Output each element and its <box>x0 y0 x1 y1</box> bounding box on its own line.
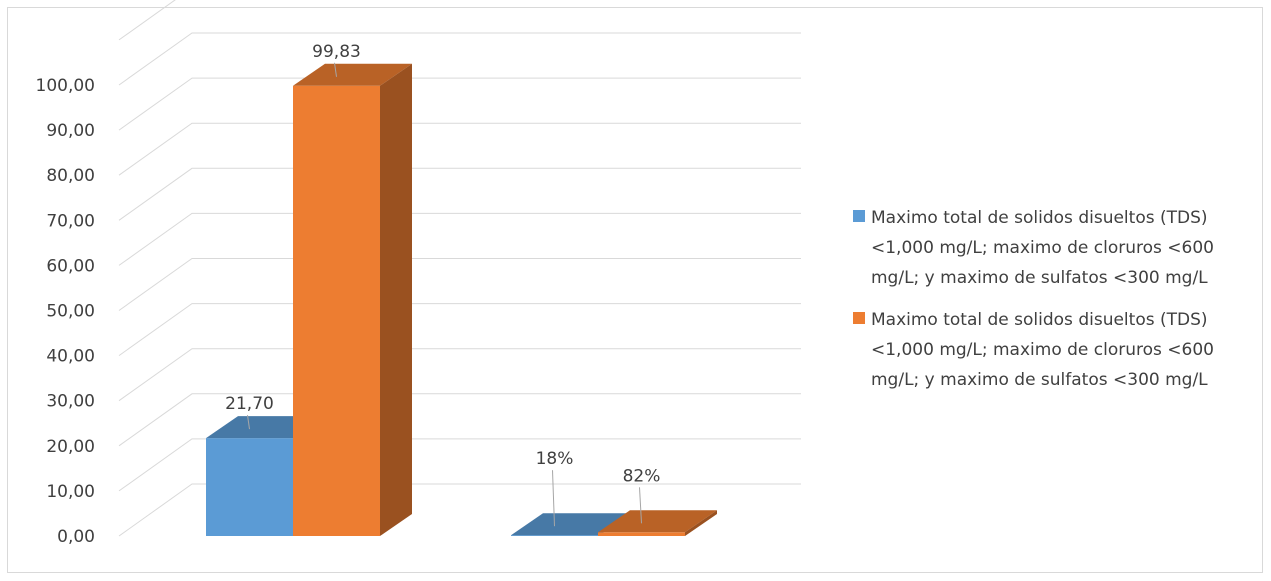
gridlines <box>118 0 801 537</box>
y-tick-label: 20,00 <box>46 437 95 457</box>
gridline <box>118 212 801 266</box>
bar-front-face <box>511 535 598 536</box>
gridline <box>118 348 801 402</box>
y-tick-label: 100,00 <box>36 76 95 96</box>
data-label: 18% <box>536 449 574 469</box>
legend: Maximo total de solidos disueltos (TDS) … <box>853 203 1265 407</box>
bar-side-face <box>380 63 412 537</box>
data-label: 99,83 <box>312 42 361 62</box>
legend-item-series-1: Maximo total de solidos disueltos (TDS) … <box>853 203 1265 293</box>
legend-label-series-1: Maximo total de solidos disueltos (TDS) … <box>871 208 1214 288</box>
data-label-leader <box>552 470 555 527</box>
gridline <box>118 167 801 221</box>
y-tick-label: 50,00 <box>46 302 95 322</box>
y-tick-label: 10,00 <box>46 482 95 502</box>
gridline <box>118 438 801 492</box>
y-tick-label: 0,00 <box>57 527 95 547</box>
data-label-leader <box>639 487 642 524</box>
bar-front-face <box>206 438 293 536</box>
legend-item-series-2: Maximo total de solidos disueltos (TDS) … <box>853 305 1265 395</box>
bar-top-face <box>598 510 717 533</box>
y-axis-ticks: 0,00 10,00 20,00 30,00 40,00 50,00 60,00 70,00 8… <box>36 76 95 547</box>
data-label: 21,70 <box>225 394 274 414</box>
bar-top-face <box>511 513 630 536</box>
gridline <box>118 0 176 41</box>
bar-side-face <box>685 510 717 536</box>
legend-swatch-series-1 <box>853 210 865 222</box>
y-tick-label: 80,00 <box>46 166 95 186</box>
data-label: 82% <box>623 466 661 486</box>
gridline <box>118 258 801 311</box>
y-tick-label: 30,00 <box>46 392 95 412</box>
y-tick-label: 90,00 <box>46 121 95 141</box>
gridline <box>118 483 801 537</box>
gridline <box>118 303 801 357</box>
gridline <box>118 32 801 86</box>
y-tick-label: 40,00 <box>46 347 95 367</box>
legend-label-series-2: Maximo total de solidos disueltos (TDS) … <box>871 310 1214 390</box>
gridline <box>118 77 801 131</box>
bars <box>206 63 717 537</box>
bar-front-face <box>293 85 380 537</box>
bar-front-face <box>598 532 685 536</box>
legend-swatch-series-2 <box>853 312 865 324</box>
gridline <box>118 122 801 176</box>
y-tick-label: 70,00 <box>46 211 95 231</box>
gridline <box>118 393 801 447</box>
data-labels: 21,70 99,83 18% 82% <box>225 42 661 527</box>
bar-top-face <box>293 63 412 86</box>
data-label-leader <box>334 62 337 77</box>
data-label-leader <box>247 415 250 430</box>
y-tick-label: 60,00 <box>46 256 95 276</box>
